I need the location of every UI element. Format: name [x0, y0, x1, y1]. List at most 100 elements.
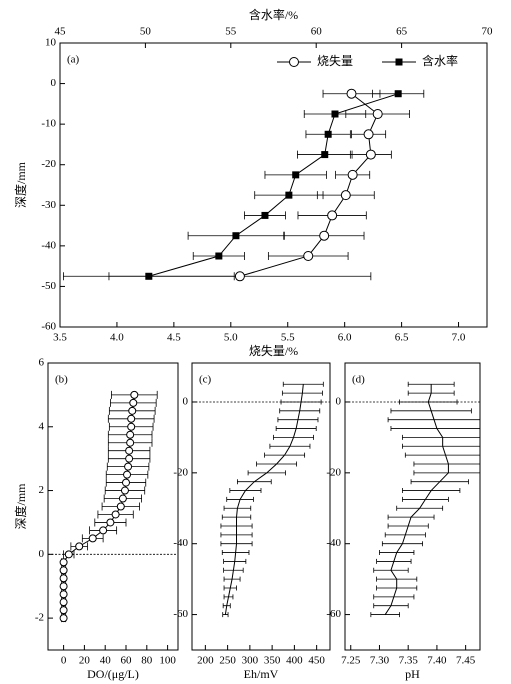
x-tick-label: 7.25 — [341, 655, 361, 667]
point — [127, 422, 136, 431]
y-tick-label: 2 — [39, 484, 45, 496]
x2-tick-label: 65 — [396, 26, 408, 38]
series-group — [220, 381, 324, 618]
point — [128, 406, 137, 415]
x-tick-label: 6.5 — [395, 332, 409, 344]
x-tick-label: 250 — [219, 655, 236, 667]
series-group — [63, 88, 425, 282]
y-tick-label: -20 — [173, 466, 188, 478]
y-tick-label: 0 — [39, 548, 45, 560]
point — [59, 590, 68, 599]
x-tick-label: 200 — [197, 655, 214, 667]
x-tick-label: 60 — [121, 655, 133, 667]
point — [372, 109, 383, 119]
x2-tick-label: 55 — [225, 26, 237, 38]
x-tick-label: 4.5 — [167, 332, 181, 344]
panel-label: (a) — [67, 54, 80, 66]
point — [347, 169, 358, 180]
y-tick-label: -50 — [41, 280, 56, 292]
y-axis-label: 深度/mm — [13, 483, 28, 530]
y-tick-label: -30 — [41, 199, 56, 211]
x-tick-label: 4.0 — [110, 332, 124, 344]
point — [232, 232, 240, 240]
x-tick-label: 7.40 — [427, 655, 447, 667]
point — [363, 129, 374, 140]
y-tick-label: -20 — [41, 158, 56, 170]
y-axis-label: 深度/mm — [13, 161, 28, 208]
point — [365, 149, 376, 160]
point — [125, 454, 134, 463]
point — [59, 566, 68, 575]
point — [106, 518, 115, 527]
point — [303, 251, 314, 261]
point — [59, 582, 68, 591]
x-tick-label: 40 — [100, 655, 112, 667]
point — [327, 210, 338, 221]
x-tick-label: 7.30 — [370, 655, 390, 667]
point — [59, 574, 68, 583]
error-bar — [407, 381, 455, 387]
x-tick-label: 350 — [264, 655, 281, 667]
y-tick-label: -20 — [326, 466, 341, 478]
legend-marker — [395, 58, 403, 66]
y-tick-label: -10 — [41, 118, 56, 130]
series-group — [370, 381, 480, 618]
x-tick-label: 300 — [242, 655, 259, 667]
error-bar — [222, 612, 229, 618]
point — [75, 542, 84, 551]
point — [123, 470, 132, 479]
point — [321, 151, 329, 159]
point — [324, 130, 332, 138]
x-axis-label: pH — [405, 667, 420, 681]
x-tick-label: 7.0 — [452, 332, 466, 344]
y-tick-label: 0 — [336, 396, 342, 408]
x2-tick-label: 60 — [311, 26, 323, 38]
x-tick-label: 7.45 — [456, 655, 476, 667]
point — [126, 430, 135, 439]
legend-label: 烧失量 — [317, 53, 353, 68]
x-axis-label: DO/(μg/L) — [87, 667, 139, 681]
point — [59, 606, 68, 615]
point — [126, 438, 135, 447]
point — [340, 190, 351, 201]
point — [116, 502, 125, 511]
legend-label: 含水率 — [422, 53, 458, 68]
point — [285, 191, 293, 199]
point — [59, 598, 68, 607]
x2-tick-label: 70 — [482, 26, 494, 38]
point — [127, 414, 136, 423]
error-bar — [282, 381, 324, 387]
x-tick-label: 450 — [308, 655, 325, 667]
x2-axis-label: 含水率/% — [249, 7, 298, 22]
point — [120, 486, 129, 495]
x-tick-label: 80 — [141, 655, 153, 667]
x-tick-label: 7.35 — [399, 655, 419, 667]
point — [145, 272, 153, 280]
point — [234, 271, 245, 282]
x-tick-label: 3.5 — [53, 332, 67, 344]
plot-frame — [344, 362, 481, 651]
point — [59, 558, 68, 567]
point — [99, 526, 108, 535]
y-tick-label: -40 — [41, 239, 56, 251]
point — [125, 446, 134, 455]
x-axis-label: Eh/mV — [244, 667, 279, 681]
y-tick-label: 0 — [51, 77, 57, 89]
point — [394, 90, 402, 98]
x2-tick-label: 45 — [55, 26, 67, 38]
point — [292, 171, 300, 179]
y-tick-label: -60 — [173, 608, 188, 620]
x-tick-label: 5.5 — [281, 332, 295, 344]
plot-frame — [191, 362, 331, 651]
y-tick-label: -2 — [35, 612, 44, 624]
point — [124, 462, 133, 471]
point — [111, 510, 120, 519]
point — [331, 110, 339, 118]
x-tick-label: 0 — [61, 655, 67, 667]
point — [130, 390, 139, 399]
y-tick-label: 10 — [45, 37, 57, 49]
panel-label: (b) — [55, 374, 68, 386]
point — [319, 230, 330, 241]
x-tick-label: 400 — [286, 655, 303, 667]
